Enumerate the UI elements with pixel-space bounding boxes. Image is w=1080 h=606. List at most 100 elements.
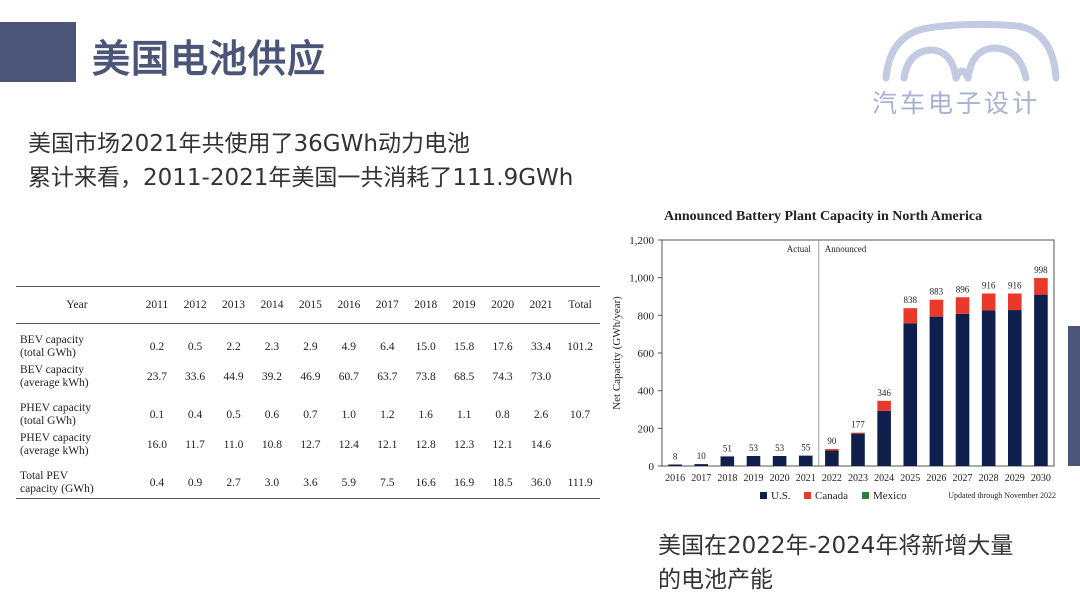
table-cell: 11.0 xyxy=(223,439,244,451)
table-cell: 0.4 xyxy=(138,468,176,499)
row-label-line: Total PEV xyxy=(20,470,69,482)
table-row: BEV capacity (total GWh) 0.2 0.5 2.2 2.3 2.9 4.… xyxy=(16,332,600,362)
legend-swatch-canada xyxy=(804,492,811,499)
logo-text: 汽车电子设计 xyxy=(872,89,1041,118)
bar-canada-2029 xyxy=(1008,293,1022,311)
row-label-line: capacity (GWh) xyxy=(20,483,94,495)
table-row: PHEV capacity (total GWh) 0.1 0.4 0.5 0.6 0.7 1… xyxy=(16,400,600,430)
x-tick-label: 2025 xyxy=(900,473,920,484)
table-cell: 10.8 xyxy=(261,439,282,451)
row-label-line: BEV capacity xyxy=(20,364,84,376)
row-label-line: BEV capacity xyxy=(20,334,84,346)
y-tick-label: 1,200 xyxy=(629,235,654,247)
table-cell: 16.6 xyxy=(406,468,445,499)
table-cell: 36.0 xyxy=(521,468,561,499)
bar-us-2024 xyxy=(877,410,891,466)
x-tick-label: 2019 xyxy=(743,473,763,484)
y-tick-label: 0 xyxy=(649,461,655,473)
table-cell: 2.3 xyxy=(264,341,280,353)
table-cell xyxy=(560,430,600,460)
bar-us-2023 xyxy=(851,433,865,466)
table-cell: 0.2 xyxy=(149,341,165,353)
bar-us-2025 xyxy=(903,323,918,466)
bar-total-label: 346 xyxy=(877,388,891,398)
x-tick-label: 2026 xyxy=(926,473,946,484)
table-cell: 1.0 xyxy=(341,409,356,421)
table-cell: 3.0 xyxy=(252,468,292,499)
table-cell: 2.6 xyxy=(533,409,549,421)
row-label: BEV capacity (average kWh) xyxy=(16,362,138,392)
table-header-cell: 2020 xyxy=(483,286,522,324)
legend-label: Mexico xyxy=(873,490,907,502)
table-header-cell: Total xyxy=(560,286,600,324)
table-cell: 3.6 xyxy=(291,468,330,499)
table-cell: 0.1 xyxy=(149,409,165,421)
table-cell: 60.7 xyxy=(338,371,359,383)
table-cell: 0.5 xyxy=(226,409,241,421)
bar-canada-2022 xyxy=(825,449,839,451)
bar-us-2016 xyxy=(668,464,682,466)
table-cell: 2.2 xyxy=(226,341,241,353)
row-label-line: (total GWh) xyxy=(20,415,76,427)
table-cell: 23.7 xyxy=(146,371,167,383)
bar-us-2026 xyxy=(929,316,944,466)
table-cell: 111.9 xyxy=(560,468,600,499)
bar-us-2020 xyxy=(772,456,787,466)
table-cell: 33.6 xyxy=(185,371,206,383)
bar-total-label: 838 xyxy=(904,295,918,305)
bar-total-label: 8 xyxy=(673,451,678,461)
bar-us-2029 xyxy=(1008,310,1022,466)
bar-total-label: 998 xyxy=(1034,265,1048,275)
y-tick-label: 800 xyxy=(638,310,655,322)
row-label: BEV capacity (total GWh) xyxy=(16,332,138,362)
bar-us-2028 xyxy=(981,310,996,466)
x-tick-label: 2029 xyxy=(1005,473,1025,484)
table-cell: 12.8 xyxy=(415,439,436,451)
x-tick-label: 2016 xyxy=(665,473,685,484)
x-tick-label: 2027 xyxy=(953,473,973,484)
table-cell: 33.4 xyxy=(530,341,552,353)
bar-canada-2028 xyxy=(981,293,996,311)
table-cell xyxy=(560,362,600,392)
bar-canada-2023 xyxy=(851,432,865,434)
table-cell: 0.8 xyxy=(495,409,510,421)
table-cell: 16.0 xyxy=(146,439,167,451)
table-cell: 46.9 xyxy=(300,371,321,383)
car-logo-icon xyxy=(882,20,1060,82)
table-cell: 0.5 xyxy=(187,341,203,353)
y-tick-label: 600 xyxy=(638,348,655,360)
table-header-cell: 2012 xyxy=(175,286,215,324)
table-row: PHEV capacity (average kWh) 16.0 11.7 11.0 10… xyxy=(16,430,600,460)
legend-label: U.S. xyxy=(771,490,791,502)
bar-us-2030 xyxy=(1034,294,1048,466)
table-cell: 73.0 xyxy=(530,371,552,383)
x-tick-label: 2017 xyxy=(691,473,711,484)
chart-title: Announced Battery Plant Capacity in Nort… xyxy=(664,209,983,224)
bar-us-2018 xyxy=(720,456,735,466)
table-cell: 5.9 xyxy=(329,468,369,499)
table-header-cell: 2015 xyxy=(291,286,330,324)
table-cell: 7.5 xyxy=(368,468,407,499)
bar-total-label: 896 xyxy=(956,284,970,294)
table-cell: 16.9 xyxy=(444,468,484,499)
table-cell: 73.8 xyxy=(415,371,436,383)
table-cell: 1.6 xyxy=(418,409,433,421)
bar-total-label: 53 xyxy=(749,443,759,453)
table-cell: 15.0 xyxy=(415,341,436,353)
bar-canada-2025 xyxy=(903,308,918,324)
table-cell: 44.9 xyxy=(223,371,244,383)
legend-swatch-us xyxy=(760,492,767,499)
table-header-cell: 2021 xyxy=(521,286,561,324)
row-label: Total PEV capacity (GWh) xyxy=(16,468,138,499)
table-cell: 12.7 xyxy=(300,439,321,451)
table-header-cell: 2014 xyxy=(252,286,292,324)
table-cell: 12.3 xyxy=(454,439,475,451)
bar-total-label: 916 xyxy=(982,280,996,290)
battery-capacity-table: Year 2011 2012 2013 2014 2015 2016 2017 2018 2019… xyxy=(16,286,600,499)
table-cell: 6.4 xyxy=(380,341,395,353)
table-header-cell: 2013 xyxy=(214,286,253,324)
table-header-cell: 2019 xyxy=(444,286,484,324)
row-label: PHEV capacity (average kWh) xyxy=(16,430,138,460)
x-tick-label: 2022 xyxy=(822,473,842,484)
table-cell: 0.6 xyxy=(264,409,280,421)
